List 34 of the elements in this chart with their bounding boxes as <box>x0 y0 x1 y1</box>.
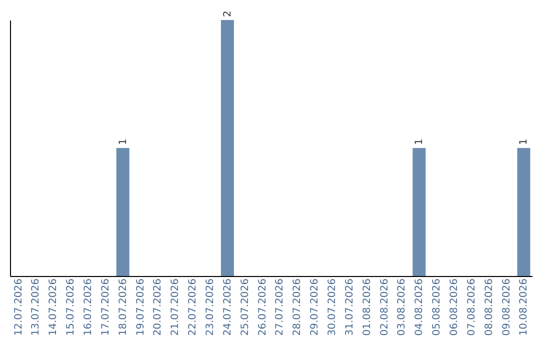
x-tick-label: 23.07.2026 <box>205 278 216 336</box>
x-tick-label: 06.08.2026 <box>449 278 460 336</box>
x-tick-label: 16.07.2026 <box>82 278 94 336</box>
x-tick-label: 21.07.2026 <box>170 278 182 336</box>
x-tick-label: 25.07.2026 <box>240 278 251 336</box>
x-tick-label: 26.07.2026 <box>257 278 268 336</box>
x-tick-label: 20.07.2026 <box>152 278 164 336</box>
x-tick-label: 28.07.2026 <box>292 278 304 336</box>
x-tick-label: 01.08.2026 <box>362 278 373 336</box>
x-tick-label: 03.08.2026 <box>396 278 408 336</box>
x-tick-label: 02.08.2026 <box>379 278 390 336</box>
x-tick-label: 04.08.2026 <box>414 278 426 336</box>
x-tick-label: 22.07.2026 <box>188 278 199 336</box>
data-label: 1 <box>118 138 129 145</box>
x-tick-label: 07.08.2026 <box>466 278 478 336</box>
x-tick-label: 13.07.2026 <box>30 278 42 336</box>
x-tick-label: 15.07.2026 <box>66 278 77 336</box>
x-tick-label: 08.08.2026 <box>484 278 495 336</box>
data-label: 2 <box>222 10 234 17</box>
x-tick-label: 09.08.2026 <box>501 278 512 336</box>
x-tick-label: 10.08.2026 <box>518 278 530 336</box>
x-tick-label: 19.07.2026 <box>135 278 146 336</box>
data-label: 1 <box>518 138 530 145</box>
x-tick-label: 18.07.2026 <box>118 278 129 336</box>
x-tick-label: 14.07.2026 <box>48 278 60 336</box>
x-tick-label: 30.07.2026 <box>327 278 338 336</box>
x-tick-label: 17.07.2026 <box>100 278 112 336</box>
x-tick-label: 12.07.2026 <box>13 278 24 336</box>
x-tick-label: 24.07.2026 <box>222 278 234 336</box>
x-tick-label: 05.08.2026 <box>432 278 443 336</box>
x-tick-label: 27.07.2026 <box>274 278 286 336</box>
x-tick-label: 29.07.2026 <box>310 278 321 336</box>
data-label: 1 <box>414 138 426 145</box>
x-tick-label: 31.07.2026 <box>344 278 356 336</box>
